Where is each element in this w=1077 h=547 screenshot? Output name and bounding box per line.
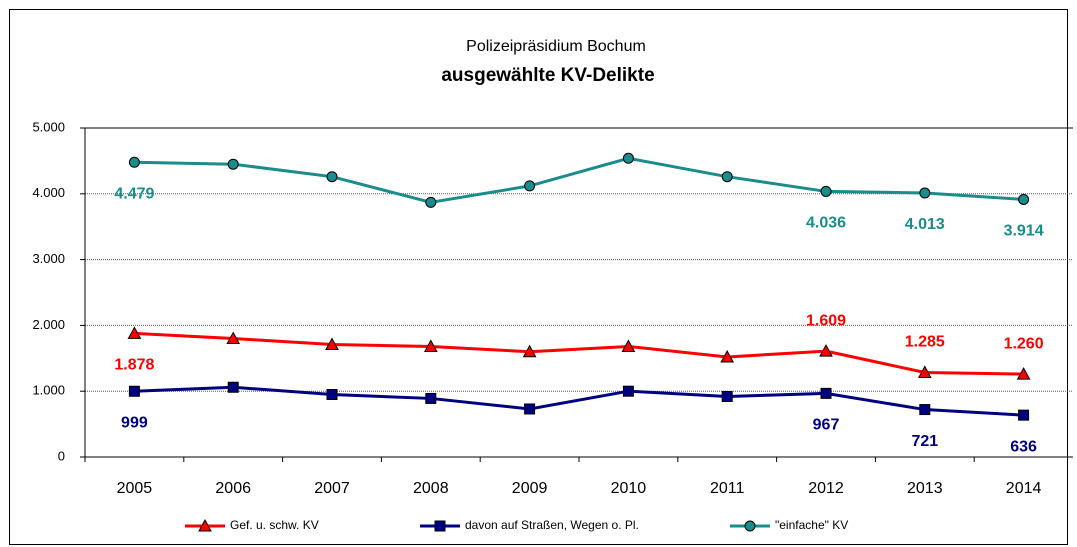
point — [1018, 193, 1030, 205]
legend-marker — [744, 520, 756, 532]
x-tick-label: 2009 — [512, 480, 548, 497]
data-label: 4.013 — [905, 216, 945, 233]
point — [128, 156, 140, 168]
y-tick-label: 4.000 — [32, 185, 65, 200]
point — [1018, 409, 1030, 421]
point — [720, 349, 735, 363]
data-label: 1.285 — [905, 334, 945, 351]
data-label: 967 — [813, 417, 840, 434]
point — [226, 331, 241, 345]
point — [325, 337, 339, 350]
point — [425, 392, 437, 404]
data-label: 999 — [121, 414, 148, 431]
chart-title: Polizeipräsidium Bochum — [466, 38, 646, 55]
x-tick-label: 2008 — [413, 480, 449, 497]
x-tick-label: 2011 — [710, 480, 745, 497]
legend-label: "einfache" KV — [775, 518, 848, 532]
point — [425, 196, 437, 208]
point — [326, 171, 338, 183]
x-tick-label: 2013 — [907, 480, 943, 497]
point — [819, 344, 833, 357]
y-tick-label: 5.000 — [32, 119, 65, 134]
series-line — [134, 156, 1024, 204]
chart-subtitle: ausgewählte KV-Delikte — [441, 65, 654, 86]
chart-frame — [9, 9, 1068, 545]
point — [227, 381, 239, 393]
point — [227, 158, 239, 170]
series-line — [134, 385, 1024, 417]
data-label: 721 — [911, 433, 938, 450]
data-label: 1.878 — [114, 357, 154, 374]
y-tick-label: 3.000 — [32, 251, 65, 266]
data-label: 4.036 — [806, 215, 846, 232]
point — [1016, 367, 1031, 380]
point — [621, 339, 636, 352]
point — [721, 171, 733, 183]
data-label: 3.914 — [1004, 223, 1044, 240]
point — [127, 326, 142, 339]
point — [622, 152, 634, 164]
data-label: 1.609 — [806, 312, 846, 329]
point — [820, 185, 832, 197]
point — [522, 344, 537, 358]
data-label: 636 — [1010, 438, 1037, 455]
point — [524, 180, 536, 192]
point — [622, 385, 634, 397]
point — [917, 365, 932, 378]
x-tick-label: 2007 — [314, 480, 350, 497]
point — [128, 385, 140, 397]
point — [721, 390, 733, 402]
x-tick-label: 2006 — [215, 480, 251, 497]
data-label: 4.479 — [114, 186, 154, 203]
point — [326, 388, 338, 400]
point — [524, 403, 536, 415]
x-tick-label: 2014 — [1006, 480, 1042, 497]
point — [919, 404, 931, 416]
x-tick-label: 2010 — [611, 480, 647, 497]
x-tick-label: 2012 — [808, 480, 844, 497]
legend-marker — [198, 518, 212, 532]
legend-label: Gef. u. schw. KV — [230, 518, 319, 532]
legend-marker — [434, 520, 446, 532]
point — [919, 187, 931, 199]
y-tick-label: 2.000 — [32, 317, 65, 332]
series-line — [134, 331, 1024, 376]
data-label: 1.260 — [1004, 335, 1044, 352]
y-tick-label: 1.000 — [32, 383, 65, 398]
x-tick-label: 2005 — [117, 480, 153, 497]
point — [423, 339, 438, 352]
point — [820, 387, 832, 399]
legend-label: davon auf Straßen, Wegen o. Pl. — [465, 518, 639, 532]
y-tick-label: 0 — [58, 448, 65, 463]
